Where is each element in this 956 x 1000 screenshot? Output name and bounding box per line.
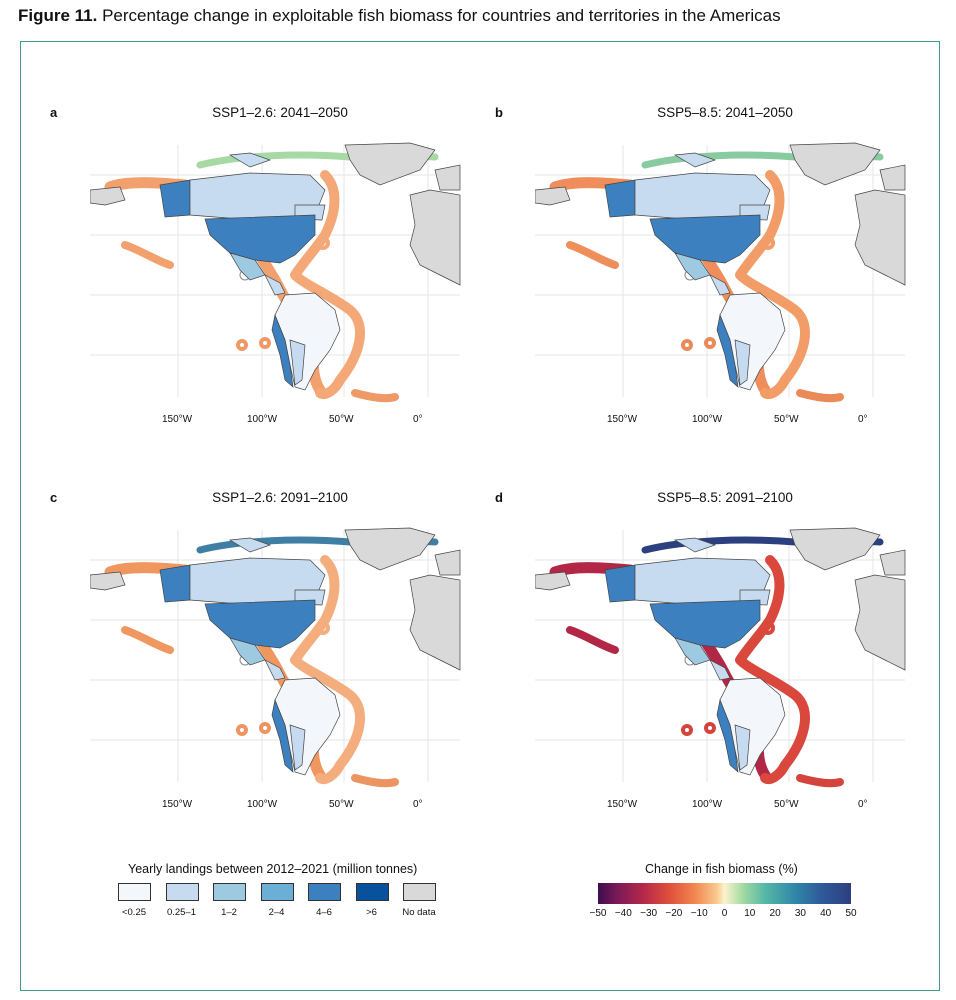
colorbar-tick-label: 10: [744, 908, 756, 919]
longitude-tick-label: 100°W: [692, 414, 723, 425]
panel-label: a: [50, 105, 58, 120]
landings-swatch-label: 1–2: [221, 907, 237, 918]
landings-swatch: [308, 883, 341, 901]
longitude-tick-label: 0°: [413, 414, 423, 425]
panel-label: b: [495, 105, 503, 120]
landings-legend-title: Yearly landings between 2012–2021 (milli…: [128, 862, 418, 876]
longitude-tick-label: 0°: [413, 799, 423, 810]
landings-swatch-label: 2–4: [268, 907, 285, 918]
colorbar-tick-label: −10: [690, 908, 708, 919]
longitude-tick-label: 50°W: [329, 799, 354, 810]
biomass-colorbar: [598, 883, 851, 904]
longitude-tick-label: 50°W: [774, 414, 799, 425]
longitude-tick-label: 0°: [858, 414, 868, 425]
americas-map: [535, 527, 906, 788]
figure-frame: [20, 41, 940, 991]
landings-swatch: [165, 883, 199, 901]
panel-label: c: [50, 490, 58, 505]
colorbar-tick-label: −20: [665, 908, 683, 919]
americas-map: [535, 142, 906, 403]
longitude-tick-label: 100°W: [247, 414, 278, 425]
longitude-tick-label: 150°W: [162, 414, 193, 425]
figure-title: Figure 11. Percentage change in exploita…: [18, 6, 781, 26]
longitude-tick-label: 0°: [858, 799, 868, 810]
colorbar-tick-label: −30: [640, 908, 658, 919]
colorbar-tick-label: 20: [769, 908, 781, 919]
longitude-tick-label: 50°W: [774, 799, 799, 810]
americas-map: [90, 142, 461, 403]
longitude-tick-label: 100°W: [247, 799, 278, 810]
map-panel-a: a SSP1–2.6: 2041–2050: [50, 105, 461, 425]
figure-caption: Percentage change in exploitable fish bi…: [97, 6, 781, 25]
americas-map: [90, 527, 461, 788]
map-panel-d: d SSP5–8.5: 2091–2100: [495, 490, 906, 810]
longitude-tick-label: 150°W: [607, 414, 638, 425]
biomass-legend-title: Change in fish biomass (%): [645, 862, 798, 876]
landings-swatch-label: <0.25: [121, 907, 147, 918]
panel-title: SSP5–8.5: 2091–2100: [657, 490, 793, 505]
colorbar-tick-label: 50: [845, 908, 857, 919]
panel-label: d: [495, 490, 503, 505]
country-shapes: [90, 142, 461, 391]
figure-number: Figure 11.: [18, 6, 98, 25]
panel-title: SSP5–8.5: 2041–2050: [657, 105, 793, 120]
map-panel-c: c SSP1–2.6: 2091–2100: [50, 490, 461, 810]
country-shapes: [535, 142, 906, 391]
landings-swatch-label: >6: [366, 907, 377, 918]
landings-swatch: [260, 883, 294, 901]
colorbar-tick-label: −40: [614, 908, 632, 919]
colorbar-tick-label: 0: [721, 908, 728, 919]
colorbar-tick-label: 30: [794, 908, 806, 919]
colorbar-tick-label: 40: [820, 908, 832, 919]
panel-title: SSP1–2.6: 2041–2050: [212, 105, 348, 120]
country-shapes: [90, 527, 461, 776]
colorbar-tick-label: −50: [589, 908, 607, 919]
landings-swatch: [213, 883, 246, 901]
landings-swatch: [403, 883, 436, 901]
landings-swatch: [355, 883, 389, 901]
landings-swatch-label: 4–6: [316, 907, 332, 918]
longitude-tick-label: 150°W: [607, 799, 638, 810]
longitude-tick-label: 100°W: [692, 799, 723, 810]
longitude-tick-label: 50°W: [329, 414, 354, 425]
map-panel-b: b SSP5–8.5: 2041–2050: [495, 105, 906, 425]
landings-swatch: [118, 883, 151, 901]
landings-swatch-label: No data: [402, 907, 436, 918]
longitude-tick-label: 150°W: [162, 799, 193, 810]
country-shapes: [535, 527, 906, 776]
landings-swatch-label: 0.25–1: [166, 907, 197, 918]
panel-title: SSP1–2.6: 2091–2100: [212, 490, 348, 505]
